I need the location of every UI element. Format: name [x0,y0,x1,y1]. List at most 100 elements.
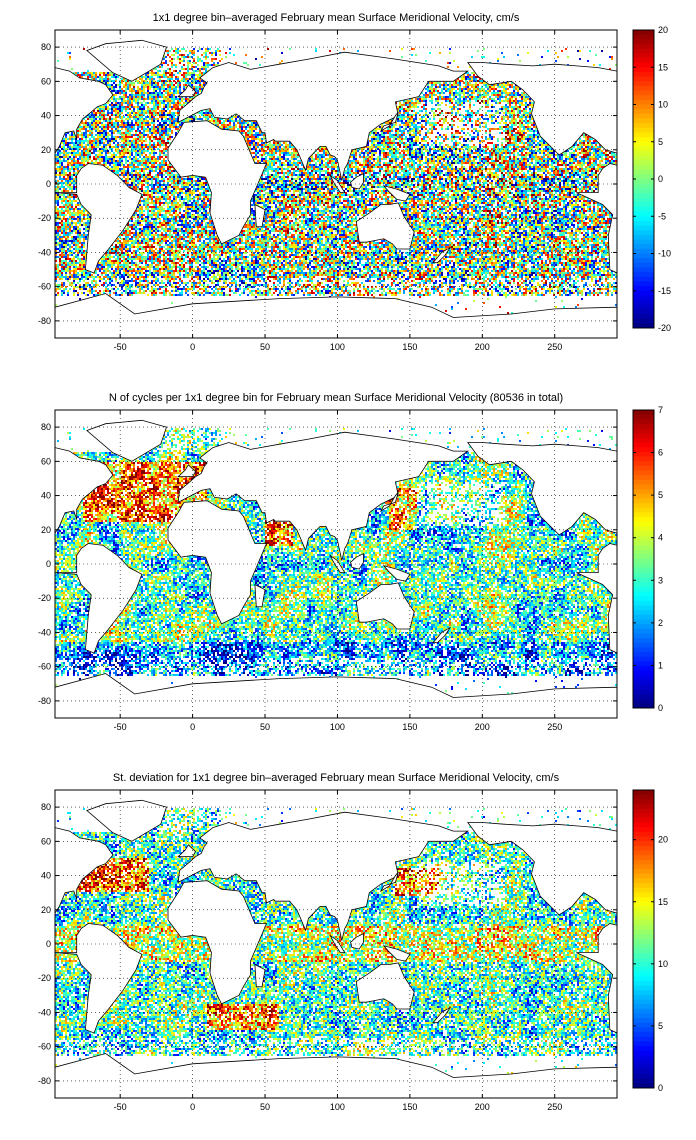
data-cell [161,292,163,294]
data-cell [117,106,119,108]
data-cell [77,128,79,130]
data-cell [175,90,177,92]
data-cell [199,226,201,228]
data-cell [133,112,135,114]
data-cell [115,150,117,152]
data-cell [77,282,79,284]
data-cell [81,224,83,226]
data-cell [151,116,153,118]
data-cell [181,122,183,124]
data-cell [143,266,145,268]
data-cell [131,182,133,184]
data-cell [129,84,131,86]
data-cell [175,66,177,68]
data-cell [169,268,171,270]
data-cell [121,172,123,174]
data-cell [125,236,127,238]
data-cell [151,152,153,154]
data-cell [191,226,193,228]
data-cell [129,140,131,142]
data-cell [65,228,67,230]
data-cell [115,106,117,108]
data-cell [69,208,71,210]
data-cell [107,250,109,252]
data-cell [97,274,99,276]
data-cell [179,80,181,82]
data-cell [105,162,107,164]
data-cell [155,288,157,290]
data-cell [179,178,181,180]
data-cell [67,294,69,296]
data-cell [147,190,149,192]
data-cell [101,142,103,144]
data-cell [201,272,203,274]
data-cell [65,174,67,176]
data-cell [133,228,135,230]
data-cell [163,94,165,96]
data-cell [65,222,67,224]
data-cell [81,164,83,166]
data-cell [149,158,151,160]
data-cell [199,116,201,118]
data-cell [191,52,193,54]
data-cell [193,248,195,250]
data-cell [59,274,61,276]
data-cell [175,242,177,244]
data-cell [85,148,87,150]
data-cell [151,214,153,216]
data-cell [133,88,135,90]
data-cell [83,242,85,244]
data-cell [143,172,145,174]
data-cell [163,100,165,102]
data-cell [77,254,79,256]
data-cell [115,136,117,138]
data-cell [147,204,149,206]
data-cell [119,108,121,110]
data-cell [121,78,123,80]
data-cell [69,198,71,200]
data-cell [179,180,181,182]
data-cell [73,258,75,260]
data-cell [179,256,181,258]
data-cell [175,278,177,280]
data-cell [161,128,163,130]
data-cell [157,120,159,122]
data-cell [139,170,141,172]
data-cell [89,152,91,154]
data-cell [145,166,147,168]
data-cell [157,212,159,214]
data-cell [79,246,81,248]
data-cell [135,264,137,266]
data-cell [177,240,179,242]
data-cell [185,118,187,120]
data-cell [187,254,189,256]
data-cell [113,276,115,278]
data-cell [189,264,191,266]
data-cell [161,178,163,180]
data-cell [75,270,77,272]
data-cell [105,138,107,140]
data-cell [161,172,163,174]
data-cell [111,102,113,104]
data-cell [135,94,137,96]
data-cell [93,286,95,288]
data-cell [109,254,111,256]
data-cell [117,84,119,86]
data-cell [65,232,67,234]
data-cell [187,228,189,230]
data-cell [163,228,165,230]
data-cell [61,180,63,182]
data-cell [147,230,149,232]
data-cell [117,168,119,170]
data-cell [129,280,131,282]
data-cell [169,190,171,192]
data-cell [165,248,167,250]
data-cell [111,96,113,98]
data-cell [159,172,161,174]
data-cell [163,142,165,144]
data-cell [117,256,119,258]
data-cell [157,76,159,78]
data-cell [103,284,105,286]
data-cell [143,176,145,178]
data-cell [181,220,183,222]
